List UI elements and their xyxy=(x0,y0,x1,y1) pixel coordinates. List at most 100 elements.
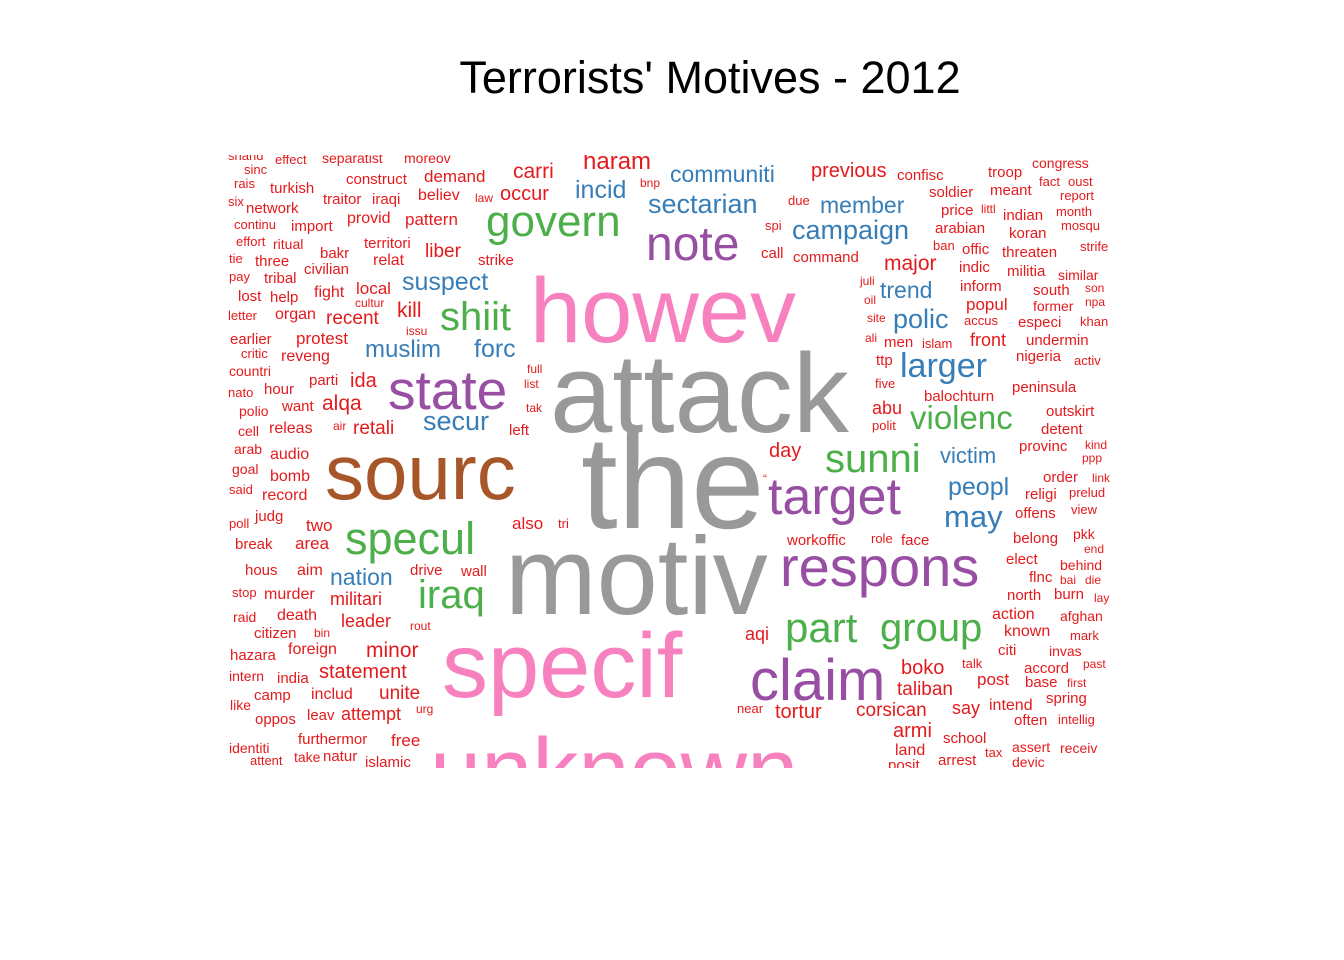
word-18: iraq xyxy=(418,573,485,618)
word-168: strife xyxy=(1080,239,1109,255)
word-246: earlier xyxy=(230,330,272,348)
word-32: secur xyxy=(423,405,490,436)
word-238: said xyxy=(229,482,253,498)
word-179: activ xyxy=(1074,353,1101,369)
word-52: minor xyxy=(366,638,419,662)
word-82: network xyxy=(246,199,299,217)
word-84: ritual xyxy=(273,235,304,252)
word-85: bakr xyxy=(320,244,350,262)
word-183: prelud xyxy=(1069,485,1106,501)
word-173: former xyxy=(1033,297,1074,314)
word-123: arabian xyxy=(935,219,986,237)
word-40: previous xyxy=(811,159,887,182)
word-76: territori xyxy=(364,234,411,252)
word-83: import xyxy=(291,217,333,235)
word-50: militari xyxy=(330,589,382,610)
word-207: site xyxy=(867,311,886,326)
word-4: specif xyxy=(442,614,683,717)
word-155: posit xyxy=(888,756,920,768)
word-250: effort xyxy=(236,234,266,250)
word-41: major xyxy=(884,251,937,275)
word-255: shand xyxy=(228,155,264,164)
word-209: juli xyxy=(860,274,875,289)
word-116: islamic xyxy=(365,753,411,768)
word-172: son xyxy=(1085,281,1105,296)
word-43: liber xyxy=(425,241,461,263)
word-69: area xyxy=(295,534,330,554)
word-194: past xyxy=(1083,657,1106,672)
word-44: pattern xyxy=(405,210,458,230)
word-239: goal xyxy=(232,460,259,477)
word-126: inform xyxy=(960,277,1002,295)
word-53: statement xyxy=(319,660,407,683)
word-75: provid xyxy=(347,209,391,227)
word-1: attack xyxy=(550,331,849,457)
word-73: fight xyxy=(314,283,345,301)
word-114: free xyxy=(391,731,421,751)
word-103: murder xyxy=(264,585,315,603)
word-86: civilian xyxy=(304,260,350,278)
word-152: arrest xyxy=(938,751,977,768)
word-134: religi xyxy=(1025,485,1057,503)
word-93: want xyxy=(282,397,314,415)
word-230: take xyxy=(294,748,321,765)
word-157: troop xyxy=(988,163,1023,181)
word-55: attempt xyxy=(341,704,402,725)
word-161: oust xyxy=(1068,174,1093,190)
word-7: state xyxy=(388,358,508,421)
word-132: provinc xyxy=(1019,437,1068,455)
word-184: view xyxy=(1071,502,1098,518)
word-162: report xyxy=(1060,188,1094,204)
word-88: three xyxy=(255,252,290,270)
word-35: victim xyxy=(940,442,997,468)
word-186: end xyxy=(1084,542,1105,557)
word-70: reveng xyxy=(281,347,330,365)
word-156: confisc xyxy=(897,166,944,184)
word-28: peopl xyxy=(948,472,1010,501)
word-160: fact xyxy=(1039,174,1060,190)
word-92: hour xyxy=(264,380,295,398)
word-30: muslim xyxy=(365,336,441,364)
word-74: relat xyxy=(373,251,405,269)
word-145: base xyxy=(1025,673,1058,691)
word-214: near xyxy=(737,701,764,717)
word-151: devic xyxy=(1012,753,1045,768)
word-226: air xyxy=(333,419,347,434)
word-223: tri xyxy=(558,516,569,532)
word-51: leader xyxy=(341,611,392,632)
word-31: forc xyxy=(474,334,516,363)
word-138: flnc xyxy=(1029,568,1053,586)
word-217: bnp xyxy=(640,176,661,191)
word-79: iraqi xyxy=(372,190,401,208)
word-136: belong xyxy=(1013,529,1059,547)
word-64: front xyxy=(970,330,1007,351)
word-240: arab xyxy=(234,440,263,457)
word-119: command xyxy=(793,248,859,266)
word-227: rout xyxy=(410,619,431,634)
word-63: also xyxy=(512,514,544,534)
word-211: littl xyxy=(981,202,996,217)
word-258: moreov xyxy=(404,155,451,166)
word-231: attent xyxy=(250,753,283,768)
word-8: target xyxy=(768,468,901,527)
word-25: incid xyxy=(575,175,627,204)
word-16: part xyxy=(785,603,858,651)
word-254: sinc xyxy=(244,162,268,178)
word-243: nato xyxy=(228,385,254,401)
word-169: militia xyxy=(1007,262,1046,280)
word-256: effect xyxy=(275,155,307,168)
word-111: oppos xyxy=(255,710,296,728)
word-143: citi xyxy=(998,641,1017,659)
word-62: day xyxy=(769,439,802,462)
word-6: sourc xyxy=(325,428,516,517)
word-102: aim xyxy=(297,561,323,579)
word-135: offens xyxy=(1015,504,1056,522)
word-165: indian xyxy=(1003,206,1044,224)
word-257: separatist xyxy=(322,155,383,166)
word-154: land xyxy=(895,741,926,759)
word-129: peninsula xyxy=(1012,378,1077,396)
word-101: hous xyxy=(245,561,278,579)
word-229: bin xyxy=(314,626,331,641)
word-251: continu xyxy=(234,217,276,233)
